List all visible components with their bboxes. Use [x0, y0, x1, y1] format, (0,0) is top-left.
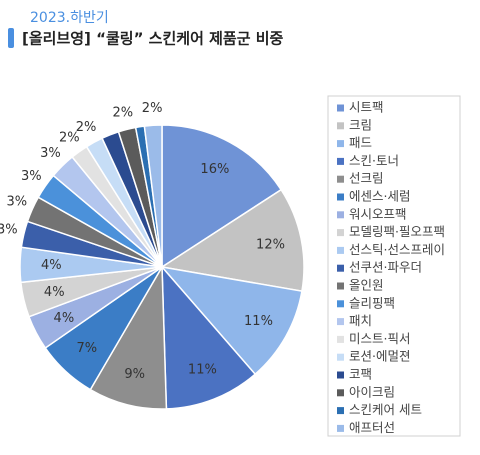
legend-swatch: [337, 318, 344, 326]
data-label: 3%: [21, 169, 42, 184]
legend-label: 워시오프팩: [349, 206, 407, 221]
legend-label: 선스틱·선스프레이: [349, 242, 445, 257]
data-label: 12%: [256, 237, 285, 252]
data-label: 9%: [124, 367, 145, 382]
data-label: 2%: [59, 130, 80, 145]
data-label: 2%: [76, 120, 97, 135]
legend-swatch: [337, 229, 344, 237]
data-label: 4%: [41, 258, 62, 273]
data-label: 2%: [113, 105, 134, 120]
legend-swatch: [337, 424, 344, 432]
legend-swatch: [337, 407, 344, 415]
legend-swatch: [337, 157, 344, 165]
legend-label: 스킨·토너: [349, 153, 399, 168]
legend-label: 선쿠션·파우더: [349, 260, 422, 275]
legend-label: 아이크림: [349, 384, 395, 399]
legend-label: 로션·에멀젼: [349, 349, 410, 364]
data-label: 11%: [188, 363, 217, 378]
data-label: 11%: [244, 314, 273, 329]
data-label: 4%: [54, 311, 75, 326]
legend-swatch: [337, 122, 344, 130]
pie-slice: [143, 124, 163, 268]
legend-label: 크림: [349, 117, 372, 132]
legend-swatch: [337, 371, 344, 379]
legend-label: 슬리핑팩: [349, 295, 395, 310]
legend-swatch: [337, 104, 344, 112]
legend-swatch: [337, 282, 344, 290]
data-label: 3%: [0, 223, 18, 238]
legend-label: 시트팩: [349, 100, 384, 115]
legend-swatch: [337, 264, 344, 272]
data-label: 3%: [40, 146, 61, 161]
pie-slice: [89, 264, 168, 410]
legend-swatch: [337, 389, 344, 397]
pie-slice: [159, 188, 305, 293]
legend-label: 스킨케어 세트: [349, 402, 422, 417]
legend-label: 패드: [349, 135, 372, 150]
legend-label: 코팩: [349, 367, 372, 382]
data-label: 4%: [44, 285, 65, 300]
legend-box: [327, 95, 461, 437]
legend-label: 미스트·픽서: [349, 331, 410, 346]
chart-title: [올리브영] “쿨링” 스킨케어 제품군 비중: [22, 30, 284, 48]
legend-label: 에센스·세럼: [349, 189, 410, 204]
data-label: 7%: [76, 341, 97, 356]
title-accent: [8, 28, 14, 48]
legend-label: 올인원: [349, 278, 384, 293]
legend-swatch: [337, 246, 344, 254]
pie-slice: [161, 264, 257, 410]
legend-swatch: [337, 211, 344, 219]
legend-swatch: [337, 300, 344, 308]
legend-swatch: [337, 140, 344, 148]
legend-swatch: [337, 353, 344, 361]
legend-label: 패치: [349, 313, 372, 328]
legend-label: 애프터선: [349, 420, 395, 435]
data-label: 3%: [6, 195, 27, 210]
legend-swatch: [337, 175, 344, 183]
data-label: 16%: [200, 162, 229, 177]
legend-label: 모델링팩·필오프팩: [349, 224, 445, 239]
data-label: 2%: [142, 101, 163, 116]
chart-subtitle: 2023.하반기: [30, 10, 109, 26]
legend-swatch: [337, 335, 344, 343]
legend-swatch: [337, 193, 344, 201]
pie-slice: [160, 265, 303, 376]
legend-label: 선크림: [349, 171, 384, 186]
pie-slice: [161, 124, 283, 269]
